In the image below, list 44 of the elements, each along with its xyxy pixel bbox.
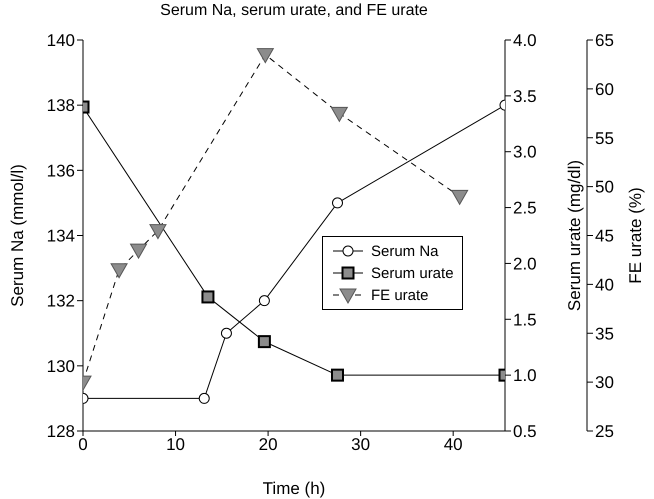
y-tick-label: 134 bbox=[46, 226, 75, 246]
y3-tick-label: 45 bbox=[595, 226, 614, 246]
legend-label: FE urate bbox=[371, 286, 429, 304]
point bbox=[201, 290, 214, 304]
point bbox=[220, 328, 232, 339]
x-axis-title: Time (h) bbox=[262, 479, 326, 498]
y-tick-label: 138 bbox=[46, 96, 75, 116]
y2-tick-label: 2.5 bbox=[513, 198, 537, 218]
y-tick-label: 128 bbox=[46, 422, 75, 442]
y3-tick-label: 30 bbox=[595, 373, 614, 392]
point bbox=[258, 295, 270, 306]
y-tick-label: 130 bbox=[46, 356, 75, 376]
y3-tick-label: 60 bbox=[595, 80, 614, 99]
x-tick-label: 20 bbox=[258, 435, 278, 454]
y-tick-label: 132 bbox=[46, 292, 75, 311]
y-axis-title: Serum Na (mmol/l) bbox=[8, 164, 28, 307]
point bbox=[258, 335, 271, 348]
y2-tick-label: 4.0 bbox=[513, 31, 537, 50]
chart-title: Serum Na, serum urate, and FE urate bbox=[159, 2, 429, 20]
y3-tick-label: 25 bbox=[595, 422, 614, 442]
y2-tick-label: 3.5 bbox=[513, 86, 537, 106]
x-tick-label: 0 bbox=[78, 435, 88, 454]
y3-tick-label: 55 bbox=[595, 128, 614, 148]
y3-axis-title: FE urate (%) bbox=[626, 187, 646, 284]
y2-tick-label: 0.5 bbox=[513, 422, 537, 442]
legend-label: Serum Na bbox=[371, 242, 439, 260]
point bbox=[198, 392, 210, 404]
x-tick-label: 10 bbox=[166, 435, 186, 454]
y3-tick-label: 40 bbox=[595, 275, 614, 294]
y2-tick-label: 1.5 bbox=[513, 310, 537, 330]
x-tick-label: 40 bbox=[444, 435, 463, 454]
y2-axis-title: Serum urate (mg/dl) bbox=[565, 160, 584, 312]
y2-tick-label: 1.0 bbox=[513, 366, 537, 386]
y-tick-label: 140 bbox=[46, 31, 75, 50]
y-tick-label: 136 bbox=[46, 161, 75, 180]
x-tick-label: 30 bbox=[351, 435, 370, 454]
y3-tick-label: 35 bbox=[595, 324, 614, 344]
point bbox=[332, 197, 343, 208]
legend-label: Serum urate bbox=[371, 264, 454, 282]
y2-tick-label: 2.0 bbox=[513, 254, 537, 274]
y3-tick-label: 50 bbox=[595, 178, 614, 197]
y3-tick-label: 65 bbox=[595, 31, 614, 50]
y2-tick-label: 3.0 bbox=[513, 142, 537, 162]
point bbox=[330, 368, 344, 382]
